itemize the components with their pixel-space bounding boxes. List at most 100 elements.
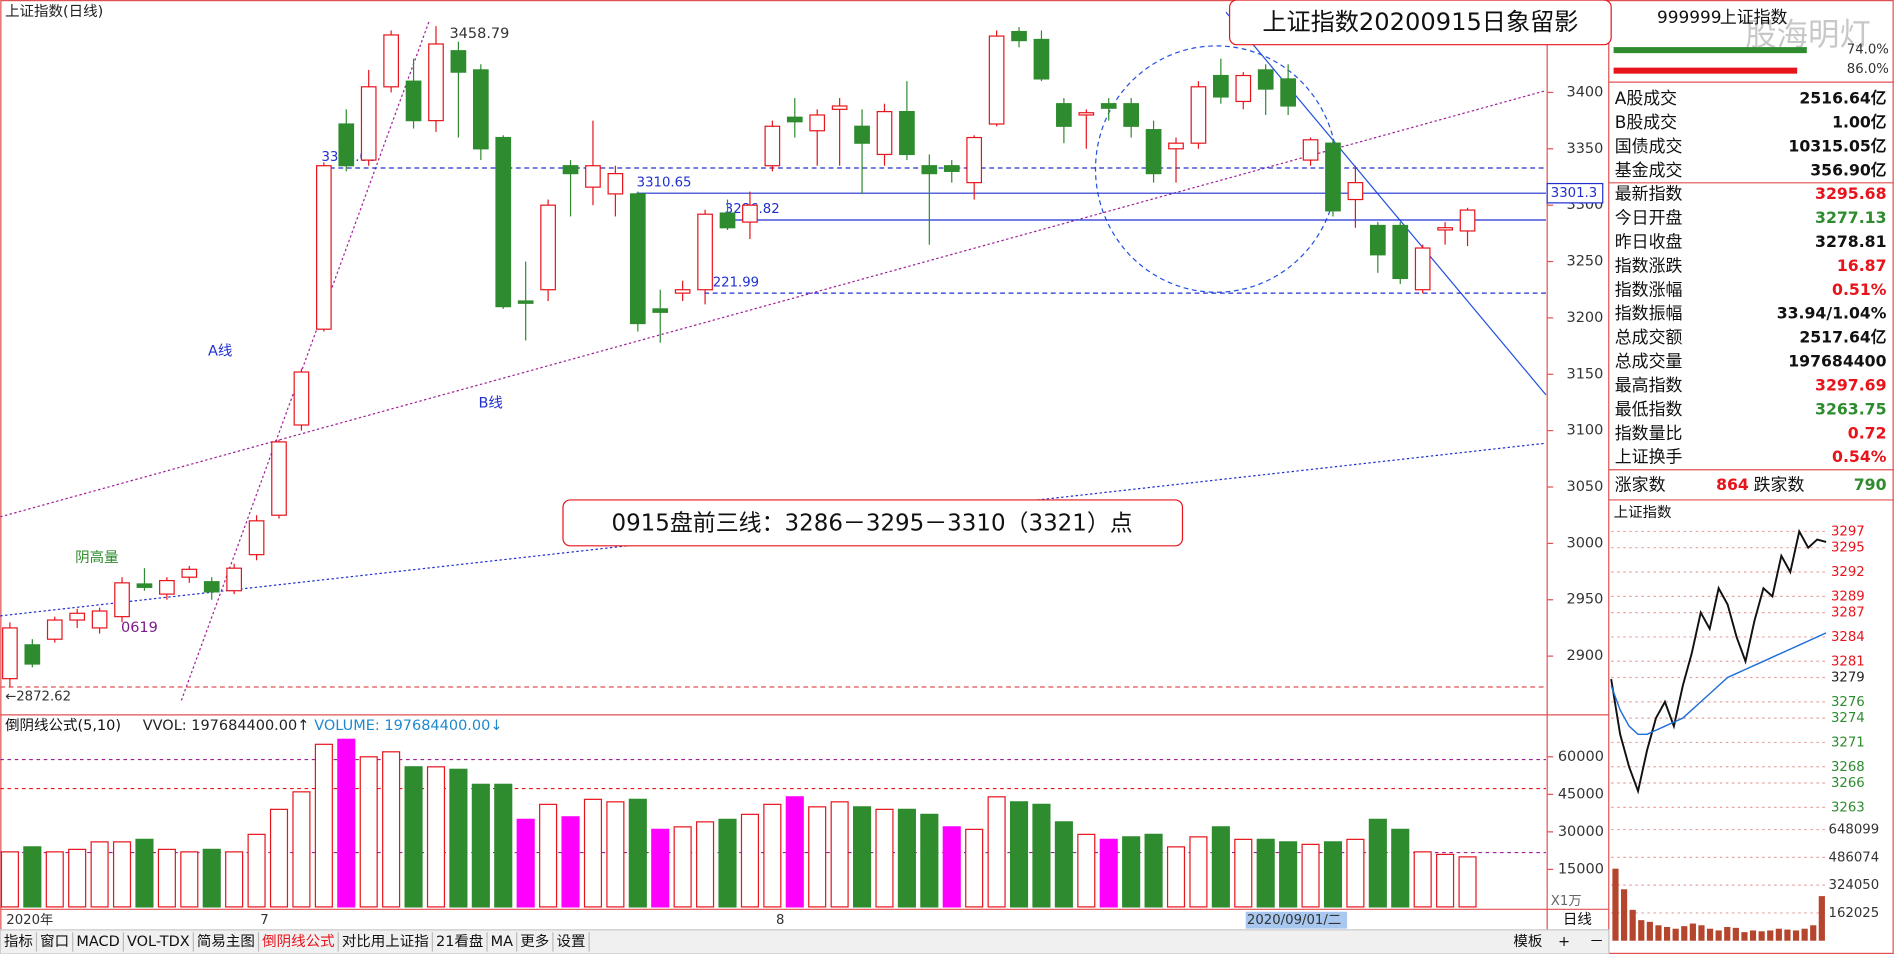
- candle-body: [1280, 78, 1296, 107]
- y-tick-label: 2900: [1566, 648, 1603, 664]
- volume-bar: [0, 851, 19, 908]
- toolbar-tab[interactable]: 窗口: [40, 932, 69, 950]
- volume-bar: [1234, 838, 1253, 908]
- candle-body: [1459, 209, 1476, 232]
- y-tick-label: 3266: [1831, 776, 1865, 791]
- candle-body: [1235, 74, 1252, 103]
- candle-body: [652, 308, 669, 313]
- candle-body: [585, 165, 601, 188]
- y-tick-label: 45000: [1558, 786, 1604, 802]
- candle-body: [69, 612, 86, 621]
- quote-value: 3295.68: [1815, 184, 1886, 203]
- volume-bar: [471, 783, 490, 908]
- quote-value: 0.54%: [1832, 447, 1887, 466]
- toolbar-tab[interactable]: 指标: [4, 933, 33, 950]
- intraday-volume-bar: [1749, 930, 1757, 941]
- trend-line-b: [0, 89, 1547, 518]
- candle-body: [159, 579, 175, 595]
- toolbar-button[interactable]: +: [1558, 934, 1570, 950]
- volume-bar: [494, 783, 513, 908]
- intraday-volume-bar: [1775, 928, 1782, 941]
- toolbar-tab[interactable]: MA: [491, 934, 513, 950]
- volume-bar: [561, 816, 580, 908]
- toolbar-tab[interactable]: 简易主图: [197, 933, 255, 950]
- quote-value: 356.90亿: [1810, 160, 1887, 179]
- volume-bar: [90, 841, 109, 908]
- toolbar-tab[interactable]: 设置: [557, 933, 586, 950]
- breadth-label: 跌家数: [1754, 474, 1805, 494]
- candle-body: [1145, 129, 1162, 175]
- volume-bar: [897, 808, 916, 908]
- volume-bar: [225, 851, 244, 908]
- volume-bar: [180, 851, 199, 908]
- intraday-line: [1610, 528, 1827, 795]
- y-tick-label: 2950: [1566, 592, 1603, 608]
- candle-body: [1100, 103, 1117, 109]
- candle-body: [1078, 112, 1095, 116]
- quote-value: 3278.81: [1815, 232, 1886, 251]
- y-tick-label: 3263: [1831, 800, 1865, 815]
- candle-body: [1033, 38, 1050, 80]
- quote-label: 指数振幅: [1615, 303, 1683, 323]
- x-tick-label: 7: [260, 913, 268, 928]
- quote-value: 1.00亿: [1832, 112, 1887, 131]
- quote-label: 最低指数: [1615, 399, 1683, 419]
- toolbar-tab[interactable]: 倒阴线公式: [262, 933, 334, 950]
- volume-bar: [1256, 838, 1275, 908]
- candle-body: [540, 204, 556, 291]
- breadth-value: 790: [1854, 475, 1887, 494]
- y-tick-label: 3276: [1831, 695, 1865, 710]
- candle-body: [46, 619, 63, 640]
- volume-bar: [382, 751, 401, 908]
- candle-body: [248, 520, 265, 556]
- toolbar-tab[interactable]: 对比用上证指: [342, 933, 429, 950]
- volume-bar: [314, 743, 333, 908]
- candle-body: [428, 43, 444, 122]
- volume-bar: [1077, 833, 1096, 908]
- y-tick-label: 3250: [1566, 254, 1603, 270]
- intraday-volume-bar: [1629, 909, 1636, 941]
- unit-label: X1万: [1551, 894, 1582, 909]
- y-tick-label: 162025: [1829, 906, 1880, 921]
- intraday-volume-bar: [1758, 931, 1765, 941]
- intraday-volume-bar: [1801, 928, 1808, 941]
- volume-bar: [112, 841, 132, 908]
- candle-body: [450, 50, 467, 73]
- toolbar-tab[interactable]: 21看盘: [436, 932, 483, 950]
- quote-label: B股成交: [1615, 112, 1677, 132]
- candle-body: [629, 193, 646, 325]
- candle-body: [988, 35, 1005, 125]
- intraday-volume-bar: [1689, 923, 1696, 941]
- y-tick-label: 3200: [1566, 310, 1603, 326]
- intraday-volume-bar: [1681, 926, 1688, 941]
- y-tick-label: 3350: [1566, 141, 1603, 157]
- mini-title: 上证指数: [1614, 504, 1672, 521]
- candle-body: [921, 165, 938, 175]
- volume-bar: [583, 798, 603, 908]
- support-line: [0, 442, 1547, 617]
- toolbar-tab[interactable]: MACD: [76, 934, 119, 950]
- y-tick-label: 3000: [1566, 535, 1603, 551]
- volume-bar: [404, 766, 423, 908]
- toolbar-tab[interactable]: 更多: [520, 933, 549, 950]
- quote-value: 33.94/1.04%: [1777, 304, 1887, 323]
- candle-body: [854, 125, 870, 144]
- candle-body: [719, 212, 736, 229]
- level-label: 3310.65: [637, 175, 692, 190]
- quote-value: 0.72: [1848, 423, 1887, 442]
- toolbar-button[interactable]: 模板: [1513, 932, 1542, 950]
- quote-value: 3297.69: [1815, 375, 1886, 394]
- annotation: 阴高量: [75, 549, 118, 566]
- candle-body: [271, 441, 287, 516]
- vvol-label: VVOL: 197684400.00↑: [143, 718, 310, 734]
- ratio-bar: [1613, 47, 1807, 54]
- y-tick-label: 60000: [1558, 749, 1604, 765]
- quote-label: 昨日收盘: [1615, 231, 1683, 251]
- y-tick-label: 324050: [1829, 878, 1880, 893]
- toolbar-tab[interactable]: VOL-TDX: [127, 934, 190, 950]
- volume-title: 倒阴线公式(5,10): [5, 717, 121, 734]
- quote-value: 10315.05亿: [1788, 136, 1886, 155]
- toolbar-button[interactable]: －: [1589, 934, 1604, 950]
- intraday-volume-bar: [1724, 926, 1731, 941]
- volume-bar: [1346, 838, 1365, 908]
